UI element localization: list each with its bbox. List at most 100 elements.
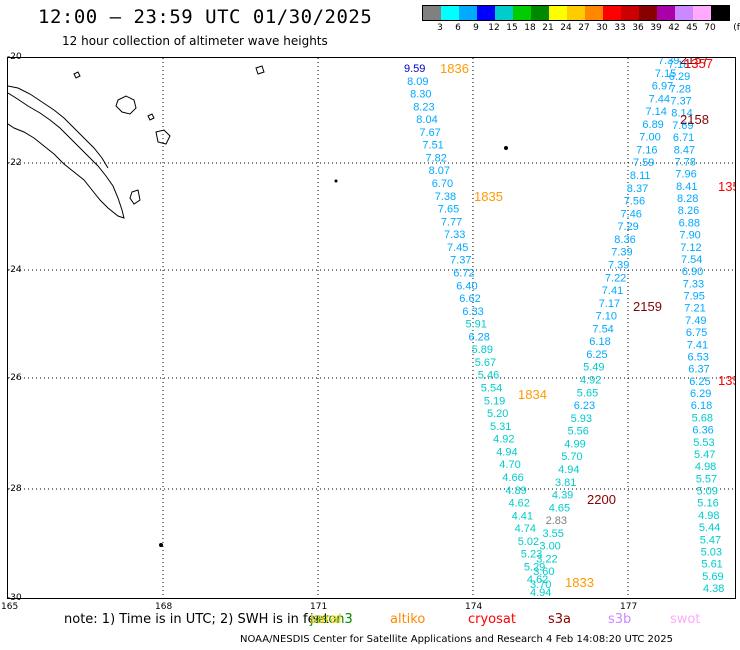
legend-swatch [477, 6, 495, 20]
wave-height-value: 5.19 [484, 395, 505, 407]
wave-height-value: 7.29 [617, 221, 638, 233]
wave-height-value: 4.65 [549, 502, 570, 514]
wave-height-value: 3.55 [543, 528, 564, 540]
wave-height-value: 7.78 [675, 157, 696, 169]
wave-height-value: 7.21 [684, 303, 705, 315]
wave-height-value: 6.25 [689, 376, 710, 388]
wave-height-value: 6.33 [462, 306, 483, 318]
map-canvas[interactable]: 9.598.098.308.238.047.677.517.828.076.70… [7, 52, 740, 599]
legend-swatch [513, 6, 531, 20]
wave-height-value: 5.93 [571, 413, 592, 425]
satellite-cryosat: cryosat [468, 612, 516, 627]
wave-height-value: 7.16 [636, 145, 657, 157]
wave-height-value: 8.11 [630, 170, 651, 182]
wave-height-value: 7.00 [639, 132, 660, 144]
wave-height-value: 5.65 [577, 387, 598, 399]
wave-height-value: 7.96 [675, 169, 696, 181]
map-area[interactable]: 9.59 8.09 8.30 8.23 8.04 7.67 7.51 7.82 8.07 6.70… [7, 52, 740, 599]
legend-swatch [657, 6, 675, 20]
wave-height-value: 8.14 [671, 108, 692, 120]
wave-height-value: 5.70 [561, 451, 582, 463]
legend-swatch [621, 6, 639, 20]
wave-height-value: 5.61 [701, 559, 722, 571]
track-b-values: 7.397.156.977.447.146.897.007.167.598.11… [530, 55, 679, 591]
legend-tick: 21 [542, 23, 554, 33]
wave-height-value: 5.91 [466, 319, 487, 331]
wave-height-value: 7.67 [419, 127, 440, 139]
wave-height-value: 7.49 [685, 315, 706, 327]
wave-height-value: 5.29 [524, 561, 545, 573]
legend-tick: 39 [650, 23, 662, 33]
wave-height-value: 6.75 [686, 327, 707, 339]
wave-height-value: 2.83 [546, 515, 567, 527]
wave-height-value: 4.39 [552, 490, 573, 502]
wave-height-value: 8.41 [676, 181, 697, 193]
wave-height-value: 5.23 [521, 549, 542, 561]
wave-height-value: 7.95 [684, 291, 705, 303]
wave-height-value: 7.37 [670, 96, 691, 108]
wave-height-value: 6.97 [652, 81, 673, 93]
wave-height-value: 4.94 [496, 446, 517, 458]
wave-height-value: 7.39 [611, 247, 632, 259]
wave-height-value: 6.28 [469, 331, 490, 343]
wave-height-value: 8.07 [429, 165, 450, 177]
wave-height-value: 6.37 [688, 364, 709, 376]
wave-height-value: 4.98 [698, 510, 719, 522]
wave-height-value: 8.09 [407, 76, 428, 88]
pass-label: 1833 [565, 575, 594, 590]
wave-height-value: 5.53 [693, 437, 714, 449]
legend-tick: 42 [668, 23, 680, 33]
wave-height-value: 7.28 [670, 83, 691, 95]
legend-tick: 30 [596, 23, 608, 33]
pass-label: 1356 [718, 179, 735, 194]
coastline [7, 65, 508, 547]
satellite-s3b: s3b [608, 612, 632, 627]
wave-height-value: 6.36 [692, 425, 713, 437]
wave-height-value: 8.47 [674, 144, 695, 156]
satellite-swot: swot [670, 612, 701, 627]
satellite-saral: saral [310, 612, 342, 627]
wave-height-value: 7.69 [672, 120, 693, 132]
track-a-values: 9.598.098.308.238.047.677.517.828.076.70… [404, 63, 551, 599]
wave-height-value: 6.90 [682, 266, 703, 278]
wave-height-value: 7.41 [602, 285, 623, 297]
wave-height-value: 6.72 [453, 268, 474, 280]
wave-height-value: 6.62 [459, 293, 480, 305]
wave-height-value: 8.23 [413, 101, 434, 113]
pass-label: 2200 [587, 492, 616, 507]
wave-height-value: 7.44 [649, 93, 670, 105]
wave-height-value: 4.38 [703, 583, 724, 595]
legend-swatch [711, 6, 729, 20]
wave-height-value: 5.47 [700, 534, 721, 546]
legend-color-bar [422, 5, 730, 21]
pass-label: 1834 [518, 387, 547, 402]
wave-height-value: 5.68 [692, 412, 713, 424]
page-title: 12:00 — 23:59 UTC 01/30/2025 [38, 6, 373, 28]
grid-lines [8, 58, 735, 598]
wave-height-value: 7.38 [435, 191, 456, 203]
lon-label: 171 [310, 602, 328, 612]
wave-height-value: 6.71 [673, 132, 694, 144]
lat-label: -28 [7, 484, 22, 494]
wave-height-value: 4.92 [580, 375, 601, 387]
wave-height-value: 7.41 [687, 339, 708, 351]
legend-tick: 6 [455, 23, 461, 33]
wave-height-value: 6.18 [589, 336, 610, 348]
wave-height-value: 7.33 [683, 278, 704, 290]
wave-height-value: 4.99 [564, 438, 585, 450]
pass-label: 1835 [474, 189, 503, 204]
wave-height-value: 4.74 [515, 523, 536, 535]
wave-height-value: 7.59 [633, 157, 654, 169]
wave-height-value: 7.90 [679, 230, 700, 242]
wave-height-value: 3.60 [533, 566, 554, 578]
legend-swatch [423, 6, 441, 20]
legend-swatch [567, 6, 585, 20]
legend-tick: 27 [578, 23, 590, 33]
satellite-s3a: s3a [548, 612, 572, 627]
wave-height-value: 7.33 [444, 229, 465, 241]
wave-height-value: 7.39 [608, 260, 629, 272]
legend-tick: 3 [437, 23, 443, 33]
wave-height-value: 9.59 [404, 63, 425, 75]
wave-height-value: 4.94 [558, 464, 579, 476]
